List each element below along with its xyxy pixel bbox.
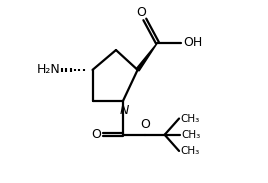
Text: CH₃: CH₃ xyxy=(180,146,200,156)
Text: O: O xyxy=(140,118,150,131)
Text: O: O xyxy=(91,128,101,141)
Polygon shape xyxy=(136,43,157,71)
Text: N: N xyxy=(120,104,129,117)
Text: H₂N: H₂N xyxy=(36,63,60,76)
Text: O: O xyxy=(136,5,146,18)
Text: OH: OH xyxy=(184,36,203,49)
Text: CH₃: CH₃ xyxy=(180,113,200,124)
Text: CH₃: CH₃ xyxy=(181,130,201,140)
